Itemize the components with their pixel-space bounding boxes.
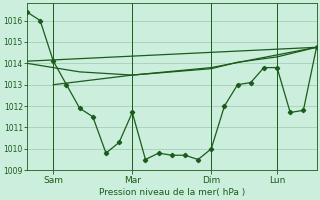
X-axis label: Pression niveau de la mer( hPa ): Pression niveau de la mer( hPa )	[99, 188, 245, 197]
